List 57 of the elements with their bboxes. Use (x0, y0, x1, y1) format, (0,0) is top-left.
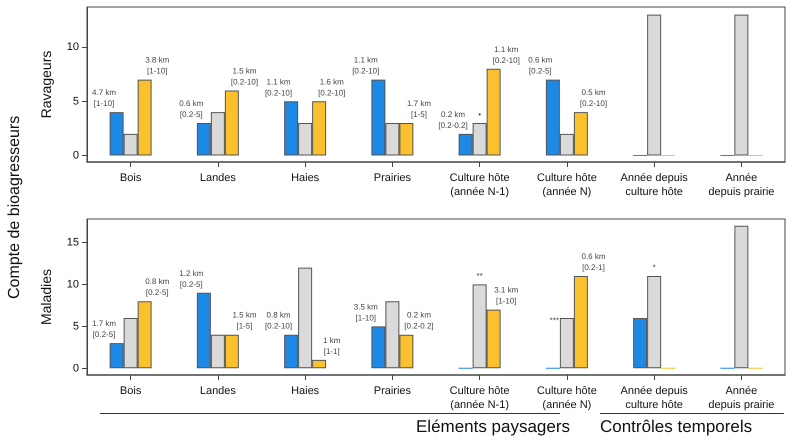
annotation: 0.6 km [0.2-1] (581, 252, 606, 272)
annotation: 1 km [1-1] (323, 336, 341, 356)
y-tick-label: 10 (66, 278, 79, 290)
x-tick-label: Culture hôte (année N-1) (450, 385, 510, 411)
annotation: 0.2 km [0.2-0.2] (438, 110, 468, 130)
annotation: 1.5 km [1-5] (232, 310, 257, 331)
annotation: 0.6 km [0.2-5] (179, 98, 204, 119)
annotation: 0.2 km [0.2-0.2] (404, 310, 434, 331)
y-axis-title: Ravageurs (38, 50, 54, 118)
x-tick-label: Prairies (374, 385, 412, 397)
x-tick-label: Culture hôte (année N) (536, 172, 597, 198)
annotation: 0.8 km [0.2-5] (145, 277, 170, 298)
y-tick-label: 5 (72, 320, 79, 332)
annotation: ** (476, 271, 483, 280)
x-tick-label: Culture hôte (année N-1) (450, 172, 510, 198)
bar (734, 226, 748, 368)
bar (734, 14, 748, 156)
annotation: 1.7 km [1-5] (406, 98, 432, 119)
x-tick-label: Haies (291, 385, 320, 397)
x-tick-label: Année depuis culture hôte (620, 172, 688, 198)
x-tick-label: Landes (200, 385, 236, 397)
text: Compte de bioagresseurs (6, 116, 24, 299)
bar (647, 14, 662, 156)
annotation: 4.7 km [1-10] (92, 88, 116, 108)
annotation: * (652, 263, 656, 272)
y-axis-title: Maladies (38, 268, 54, 326)
annotation: 1.6 km [0.2-10] (318, 77, 346, 98)
annotation: 0.8 km [0.2-10] (264, 310, 292, 331)
annotation: 1.1 km [0.2-10] (492, 44, 520, 65)
annotation: 3.5 km [1-10] (354, 302, 378, 322)
x-tick-label: Haies (291, 172, 320, 184)
x-tick-label: Année depuis culture hôte (620, 385, 688, 411)
y-tick-label: 0 (72, 362, 79, 374)
annotation: 1.2 km [0.2-5] (179, 268, 204, 289)
x-tick-label: Bois (120, 385, 142, 397)
annotation: *** (550, 316, 559, 325)
annotation: 1.7 km [0.2-5] (92, 319, 116, 340)
annotation: 1.1 km [0.2-10] (352, 56, 380, 76)
text: Contrôles temporels (600, 417, 754, 437)
annotation: 0.5 km [0.2-10] (580, 88, 608, 108)
x-tick-label: Culture hôte (année N) (536, 385, 597, 411)
annotation: 1.1 km [0.2-10] (264, 77, 292, 98)
text: Eléments paysagers (414, 417, 570, 437)
x-tick-label: Année depuis prairie (708, 385, 774, 411)
annotation: • (478, 110, 482, 119)
annotation: 1.5 km [0.2-10] (230, 66, 258, 86)
x-tick-label: Année depuis prairie (708, 172, 774, 198)
annotation: 3.1 km [1-10] (494, 286, 519, 306)
x-tick-label: Bois (120, 172, 142, 184)
y-tick-label: 0 (72, 149, 79, 162)
y-tick-label: 5 (72, 95, 79, 108)
annotation: 0.6 km [0.2-5] (528, 56, 553, 76)
annotation: 3.8 km [1-10] (145, 56, 170, 76)
y-tick-label: 10 (66, 41, 79, 54)
x-tick-label: Prairies (374, 172, 412, 184)
y-tick-label: 15 (66, 236, 79, 248)
x-tick-label: Landes (200, 172, 236, 184)
